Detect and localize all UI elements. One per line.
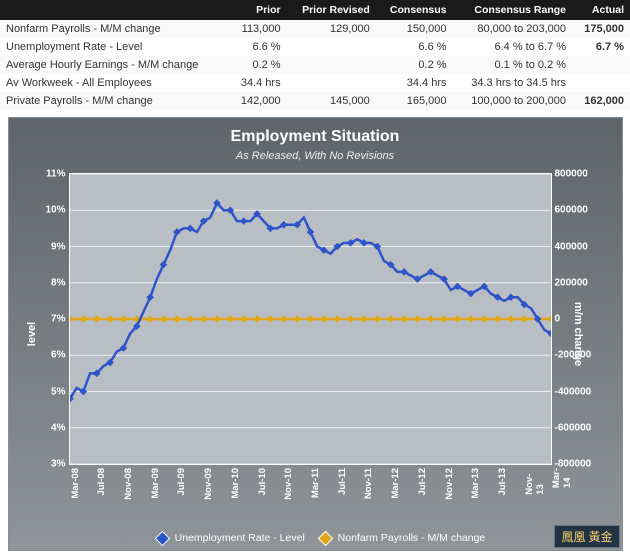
y2-tick: 400000 — [555, 241, 588, 252]
cell: 142,000 — [229, 92, 287, 110]
cell: 34.4 hrs — [376, 74, 453, 92]
col-header: Consensus Range — [453, 0, 573, 20]
table-row: Av Workweek - All Employees34.4 hrs34.4 … — [0, 74, 630, 92]
y1-tick: 5% — [51, 386, 65, 397]
col-header — [0, 0, 229, 20]
table-row: Private Payrolls - M/M change142,000145,… — [0, 92, 630, 110]
y2-tick: 200000 — [555, 277, 588, 288]
cell — [287, 74, 376, 92]
y1-axis-title: level — [26, 322, 38, 346]
cell: 6.4 % to 6.7 % — [453, 38, 573, 56]
cell — [572, 74, 630, 92]
legend-label-2: Nonfarm Payrolls - M/M change — [338, 532, 486, 544]
chart-title: Employment Situation — [9, 128, 622, 146]
x-tick: Mar-11 — [310, 468, 321, 498]
legend-swatch-yellow — [317, 530, 333, 546]
y2-tick: -600000 — [555, 422, 592, 433]
y2-tick: -200000 — [555, 350, 592, 361]
x-tick: Jul-08 — [96, 468, 107, 495]
x-tick: Nov-13 — [524, 468, 546, 495]
cell: 175,000 — [572, 20, 630, 38]
x-tick: Mar-08 — [70, 468, 81, 499]
cell: Av Workweek - All Employees — [0, 74, 229, 92]
x-tick: Mar-13 — [470, 468, 481, 499]
cell: 6.7 % — [572, 38, 630, 56]
x-tick: Jul-09 — [176, 468, 187, 495]
y1-tick: 10% — [45, 205, 65, 216]
x-tick: Mar-14 — [551, 468, 573, 488]
cell — [572, 56, 630, 74]
table-row: Average Hourly Earnings - M/M change0.2 … — [0, 56, 630, 74]
col-header: Prior Revised — [287, 0, 376, 20]
x-tick: Nov-12 — [444, 468, 455, 500]
x-tick: Jul-10 — [257, 468, 268, 495]
legend: Unemployment Rate - Level Nonfarm Payrol… — [9, 532, 622, 544]
cell: 0.1 % to 0.2 % — [453, 56, 573, 74]
y2-tick: 0 — [555, 314, 561, 325]
y1-tick: 9% — [51, 241, 65, 252]
plot-area: 3%4%5%6%7%8%9%10%11%-800000-600000-40000… — [69, 173, 552, 465]
y1-tick: 6% — [51, 350, 65, 361]
col-header: Prior — [229, 0, 287, 20]
cell: Private Payrolls - M/M change — [0, 92, 229, 110]
cell: 34.3 hrs to 34.5 hrs — [453, 74, 573, 92]
x-tick: Jul-11 — [337, 468, 348, 495]
col-header: Consensus — [376, 0, 453, 20]
cell: 129,000 — [287, 20, 376, 38]
x-tick: Nov-08 — [123, 468, 134, 500]
cell: 34.4 hrs — [229, 74, 287, 92]
y1-tick: 11% — [46, 169, 65, 180]
x-tick: Mar-09 — [150, 468, 161, 499]
chart-subtitle: As Released, With No Revisions — [9, 150, 622, 162]
legend-label-1: Unemployment Rate - Level — [175, 532, 305, 544]
x-tick: Nov-09 — [203, 468, 214, 500]
watermark-badge: 鳳凰 黃金 — [554, 525, 619, 548]
cell: 0.2 % — [376, 56, 453, 74]
cell: 145,000 — [287, 92, 376, 110]
y1-tick: 7% — [51, 314, 65, 325]
table-row: Unemployment Rate - Level6.6 %6.6 %6.4 %… — [0, 38, 630, 56]
x-tick: Mar-12 — [390, 468, 401, 499]
x-tick: Jul-13 — [497, 468, 508, 495]
col-header: Actual — [572, 0, 630, 20]
cell: 6.6 % — [376, 38, 453, 56]
cell: 162,000 — [572, 92, 630, 110]
cell: 150,000 — [376, 20, 453, 38]
y1-tick: 8% — [51, 277, 65, 288]
cell: 6.6 % — [229, 38, 287, 56]
cell — [287, 56, 376, 74]
cell: 113,000 — [229, 20, 287, 38]
y2-tick: -400000 — [555, 386, 592, 397]
legend-swatch-blue — [154, 530, 170, 546]
cell: 165,000 — [376, 92, 453, 110]
cell: Unemployment Rate - Level — [0, 38, 229, 56]
chart-svg — [70, 174, 551, 464]
cell: Nonfarm Payrolls - M/M change — [0, 20, 229, 38]
cell — [287, 38, 376, 56]
y1-tick: 4% — [51, 422, 65, 433]
x-tick: Jul-12 — [417, 468, 428, 495]
cell: 100,000 to 200,000 — [453, 92, 573, 110]
table-row: Nonfarm Payrolls - M/M change113,000129,… — [0, 20, 630, 38]
cell: 0.2 % — [229, 56, 287, 74]
y1-tick: 3% — [51, 459, 65, 470]
x-tick: Nov-11 — [363, 468, 374, 499]
cell: Average Hourly Earnings - M/M change — [0, 56, 229, 74]
chart-panel: Employment Situation As Released, With N… — [8, 117, 623, 551]
x-tick: Nov-10 — [283, 468, 294, 500]
cell: 80,000 to 203,000 — [453, 20, 573, 38]
data-table: PriorPrior RevisedConsensusConsensus Ran… — [0, 0, 630, 110]
y2-tick: 800000 — [555, 169, 588, 180]
y2-tick: 600000 — [555, 205, 588, 216]
x-tick: Mar-10 — [230, 468, 241, 499]
